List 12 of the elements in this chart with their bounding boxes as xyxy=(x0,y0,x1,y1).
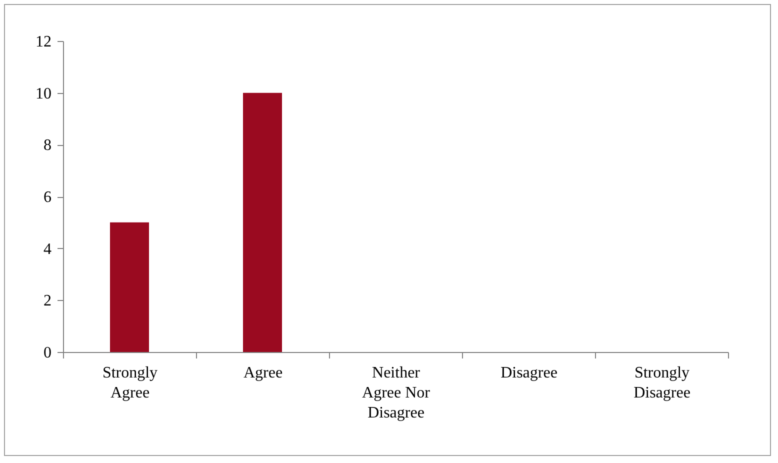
x-tick-label: Agree xyxy=(243,364,283,382)
x-tick-label: Disagree xyxy=(500,364,558,382)
y-tick-label: 8 xyxy=(44,137,52,154)
y-tick-label: 0 xyxy=(44,344,52,362)
y-tick-label: 6 xyxy=(44,189,52,206)
y-tick-label: 12 xyxy=(36,34,52,50)
x-tick-label: Strongly Agree xyxy=(102,364,158,402)
y-tick-label: 4 xyxy=(44,240,52,258)
y-tick-label: 2 xyxy=(44,292,52,310)
y-tick-label: 10 xyxy=(36,85,52,102)
x-tick-label: Strongly Disagree xyxy=(634,364,690,402)
x-tick-label: Neither Agree Nor Disagree xyxy=(362,364,431,422)
